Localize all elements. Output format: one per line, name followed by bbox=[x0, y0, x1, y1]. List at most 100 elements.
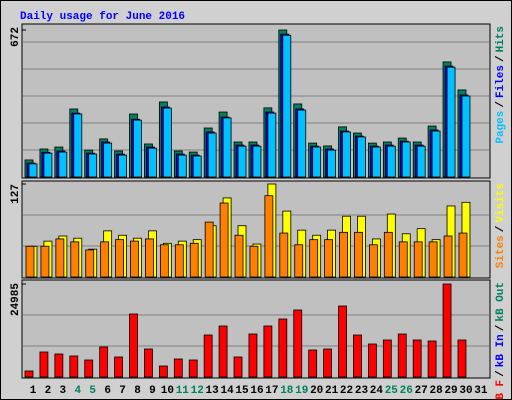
legend-entry: kB Out bbox=[495, 282, 507, 322]
x-tick-label: 31 bbox=[474, 385, 488, 397]
y-tick-label: 127 bbox=[10, 184, 22, 204]
bar bbox=[174, 244, 184, 278]
bar bbox=[207, 132, 217, 178]
bar bbox=[177, 154, 187, 178]
bar bbox=[85, 249, 95, 278]
legend-separator: / bbox=[495, 370, 507, 377]
bar bbox=[398, 241, 408, 278]
bar bbox=[412, 339, 422, 378]
bar bbox=[354, 231, 363, 278]
x-tick-label: 29 bbox=[444, 385, 457, 397]
bar bbox=[428, 241, 438, 278]
bar bbox=[118, 154, 127, 178]
y-tick-label: 24985 bbox=[10, 283, 22, 316]
bar bbox=[267, 112, 277, 178]
bar bbox=[24, 370, 34, 378]
bar bbox=[222, 117, 232, 178]
x-tick-label: 8 bbox=[134, 385, 141, 397]
bar bbox=[339, 231, 348, 278]
x-tick-label: 11 bbox=[176, 385, 190, 397]
x-tick-label: 9 bbox=[149, 385, 156, 397]
bar bbox=[173, 358, 183, 378]
legend-entry: kB In bbox=[495, 334, 507, 367]
x-tick-label: 5 bbox=[89, 385, 96, 397]
legend: Sites / Visits bbox=[495, 183, 507, 268]
bar bbox=[293, 309, 303, 378]
x-tick-label: 20 bbox=[310, 385, 323, 397]
bar bbox=[158, 365, 168, 378]
bar bbox=[99, 346, 109, 378]
bar bbox=[88, 153, 98, 178]
x-tick-label: 10 bbox=[161, 385, 174, 397]
bar bbox=[28, 163, 38, 178]
legend-separator: / bbox=[495, 55, 507, 62]
x-tick-label: 3 bbox=[60, 385, 67, 397]
bar bbox=[114, 356, 123, 378]
bar bbox=[69, 355, 79, 378]
x-tick-label: 25 bbox=[385, 385, 399, 397]
bar bbox=[327, 149, 337, 178]
y-tick-label: 672 bbox=[10, 27, 22, 47]
legend-entry: Hits bbox=[495, 26, 507, 52]
bar bbox=[233, 356, 243, 378]
bar bbox=[367, 343, 377, 378]
bar bbox=[382, 339, 392, 378]
bar bbox=[353, 334, 362, 378]
bar bbox=[371, 146, 381, 178]
legend: Pages / Files / Hits bbox=[495, 26, 507, 144]
x-tick-label: 17 bbox=[265, 385, 278, 397]
bar bbox=[397, 333, 407, 378]
legend-entry: Visits bbox=[495, 183, 507, 223]
bar bbox=[427, 340, 437, 378]
bar bbox=[263, 325, 273, 378]
bar bbox=[312, 146, 322, 178]
bar bbox=[148, 147, 157, 178]
bar bbox=[458, 232, 468, 278]
bar bbox=[70, 241, 80, 278]
x-tick-label: 15 bbox=[235, 385, 249, 397]
x-tick-label: 2 bbox=[45, 385, 52, 397]
x-tick-label: 12 bbox=[191, 385, 204, 397]
bar bbox=[218, 325, 228, 378]
x-tick-label: 27 bbox=[415, 385, 428, 397]
bar bbox=[282, 34, 292, 178]
x-tick-label: 14 bbox=[220, 385, 234, 397]
bar bbox=[189, 242, 199, 278]
legend-separator: / bbox=[495, 101, 507, 108]
bar bbox=[192, 155, 202, 178]
bar bbox=[323, 348, 333, 378]
bar bbox=[324, 239, 334, 278]
bar bbox=[368, 244, 378, 278]
bar bbox=[383, 231, 393, 278]
bar bbox=[43, 152, 53, 178]
bar bbox=[401, 141, 411, 178]
bar bbox=[188, 359, 198, 378]
bar bbox=[357, 136, 366, 178]
bar bbox=[248, 333, 258, 378]
bar bbox=[461, 95, 471, 178]
bar bbox=[204, 221, 214, 278]
bar bbox=[234, 234, 244, 278]
bar bbox=[278, 318, 288, 378]
bar bbox=[115, 239, 124, 278]
legend-entry: kB F bbox=[495, 380, 507, 400]
bar bbox=[237, 145, 247, 178]
x-tick-label: 4 bbox=[74, 385, 81, 397]
x-tick-label: 13 bbox=[206, 385, 220, 397]
bar bbox=[40, 245, 50, 278]
bar bbox=[416, 145, 426, 178]
bar bbox=[103, 142, 113, 178]
bar bbox=[249, 245, 259, 278]
bar bbox=[279, 232, 289, 278]
legend-separator: / bbox=[495, 324, 507, 331]
legend: kB F / kB In / kB Out bbox=[495, 282, 507, 400]
x-tick-label: 21 bbox=[325, 385, 339, 397]
x-tick-label: 28 bbox=[430, 385, 444, 397]
x-tick-label: 30 bbox=[459, 385, 472, 397]
x-tick-label: 7 bbox=[119, 385, 126, 397]
bar bbox=[144, 348, 153, 378]
x-tick-label: 16 bbox=[250, 385, 263, 397]
bar bbox=[338, 305, 347, 378]
bar bbox=[203, 334, 213, 378]
bar bbox=[130, 240, 139, 278]
